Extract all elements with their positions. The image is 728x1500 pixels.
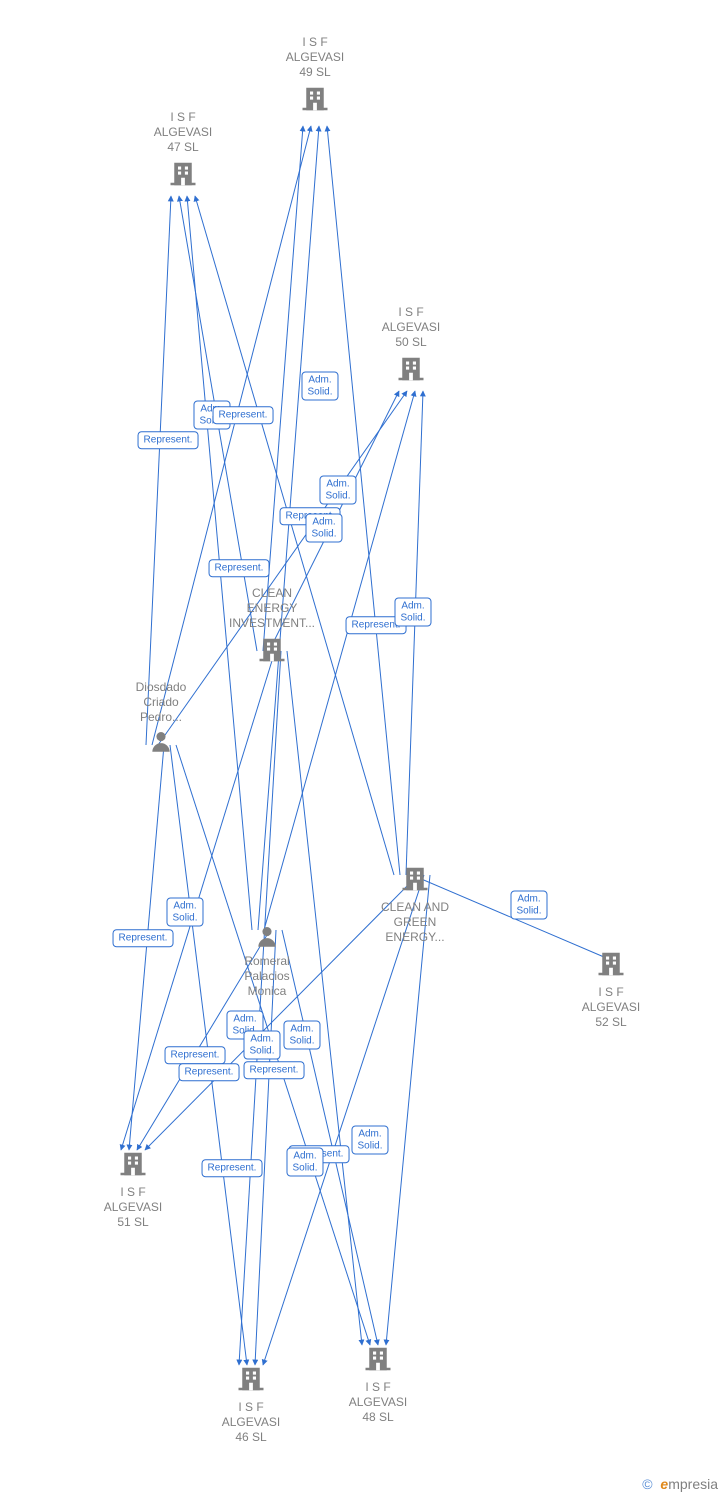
building-icon [355,864,475,900]
building-icon [123,159,243,195]
edge-label: Adm.Solid. [286,1148,323,1177]
node-alg51[interactable]: I S FALGEVASI51 SL [73,1145,193,1230]
node-label-line: I S F [551,985,671,1000]
node-cage[interactable]: CLEAN ANDGREENENERGY... [355,860,475,945]
building-icon [318,1344,438,1380]
node-label-line: CLEAN [212,586,332,601]
node-alg48[interactable]: I S FALGEVASI48 SL [318,1340,438,1425]
node-label-line: Romeral [207,954,327,969]
node-label-line: 48 SL [318,1410,438,1425]
building-icon [351,354,471,390]
node-label-line: ENERGY [212,601,332,616]
node-label-line: CLEAN AND [355,900,475,915]
edge-label: Adm.Solid. [301,372,338,401]
copyright-symbol: © [642,1476,652,1492]
node-label-line: GREEN [355,915,475,930]
edge-label: Represent. [165,1046,226,1064]
node-label-line: 52 SL [551,1015,671,1030]
node-label-line: Diosdado [101,680,221,695]
edge-label: Adm.Solid. [283,1021,320,1050]
node-alg46[interactable]: I S FALGEVASI46 SL [191,1360,311,1445]
node-label-line: Criado [101,695,221,710]
node-label-line: I S F [255,35,375,50]
building-icon [551,949,671,985]
node-label-line: 47 SL [123,140,243,155]
node-label-line: ALGEVASI [351,320,471,335]
edge-label: Represent. [209,559,270,577]
node-label-line: Monica [207,984,327,999]
person-icon [207,924,327,954]
node-label-line: 50 SL [351,335,471,350]
building-icon [191,1364,311,1400]
node-alg49[interactable]: I S FALGEVASI49 SL [255,35,375,120]
edge-label: Represent. [202,1159,263,1177]
watermark-text: mpresia [668,1476,718,1492]
edge-line [146,196,171,745]
node-label-line: ALGEVASI [123,125,243,140]
person-icon [101,729,221,759]
edge-label: Represent. [138,431,199,449]
edge-label: Adm.Solid. [305,514,342,543]
edge-label: Adm.Solid. [510,891,547,920]
node-cei[interactable]: CLEANENERGYINVESTMENT... [212,586,332,671]
edge-label: Adm.Solid. [394,598,431,627]
node-label-line: Palacios [207,969,327,984]
edge-line [195,196,394,875]
node-label-line: ENERGY... [355,930,475,945]
node-label-line: ALGEVASI [551,1000,671,1015]
node-label-line: 46 SL [191,1430,311,1445]
node-romeral[interactable]: RomeralPalaciosMonica [207,920,327,999]
edge-line [129,745,164,1150]
node-label-line: ALGEVASI [191,1415,311,1430]
edge-label: Represent. [113,929,174,947]
building-icon [255,84,375,120]
node-label-line: I S F [191,1400,311,1415]
node-label-line: ALGEVASI [318,1395,438,1410]
node-label-line: ALGEVASI [73,1200,193,1215]
node-label-line: I S F [123,110,243,125]
node-label-line: I S F [318,1380,438,1395]
edge-label: Represent. [213,406,274,424]
edge-label: Adm.Solid. [351,1126,388,1155]
building-icon [73,1149,193,1185]
node-label-line: I S F [351,305,471,320]
node-label-line: I S F [73,1185,193,1200]
node-label-line: 49 SL [255,65,375,80]
node-alg47[interactable]: I S FALGEVASI47 SL [123,110,243,195]
edge-label: Adm.Solid. [319,476,356,505]
node-label-line: ALGEVASI [255,50,375,65]
building-icon [212,635,332,671]
edge-label: Represent. [244,1061,305,1079]
node-alg50[interactable]: I S FALGEVASI50 SL [351,305,471,390]
node-label-line: Pedro... [101,710,221,725]
node-diosdado[interactable]: DiosdadoCriadoPedro... [101,680,221,759]
edge-label: Adm.Solid. [166,898,203,927]
node-label-line: INVESTMENT... [212,616,332,631]
edge-label: Adm.Solid. [243,1031,280,1060]
watermark: © empresia [642,1476,718,1492]
edge-line [406,391,423,875]
node-alg52[interactable]: I S FALGEVASI52 SL [551,945,671,1030]
edge-label: Represent. [179,1063,240,1081]
node-label-line: 51 SL [73,1215,193,1230]
edge-line [386,875,430,1345]
